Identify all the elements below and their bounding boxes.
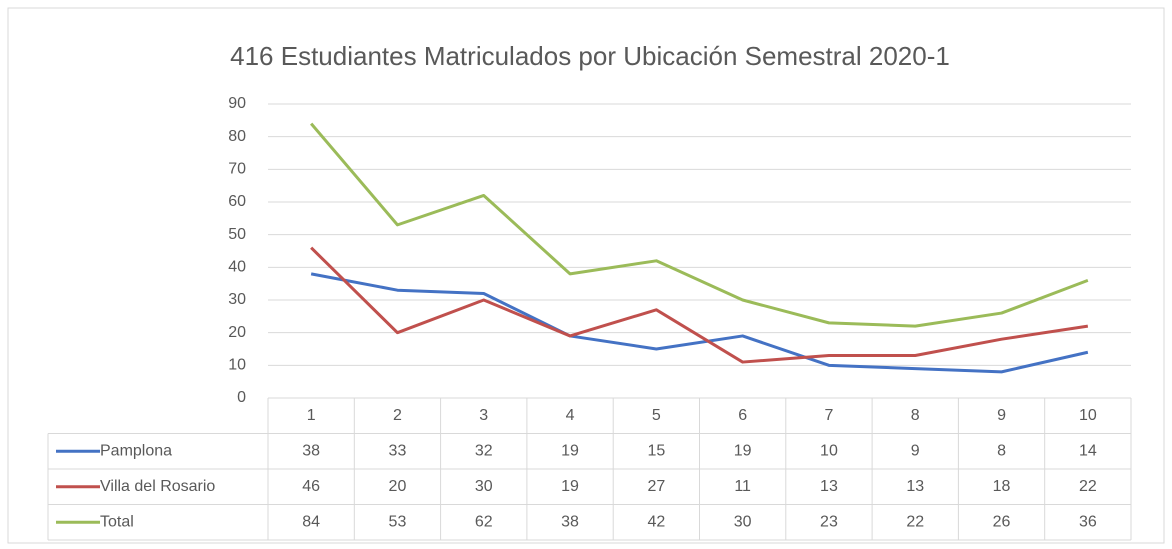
table-value: 14: [1079, 442, 1097, 459]
table-value: 38: [561, 513, 579, 530]
table-value: 8: [997, 442, 1006, 459]
y-tick-label: 50: [228, 226, 246, 243]
table-value: 13: [820, 478, 838, 495]
table-value: 32: [475, 442, 493, 459]
x-tick-label: 1: [307, 407, 316, 424]
table-value: 26: [993, 513, 1011, 530]
chart-title: 416 Estudiantes Matriculados por Ubicaci…: [230, 41, 950, 71]
y-tick-label: 80: [228, 128, 246, 145]
chart-frame: [7, 7, 1165, 544]
line-series: [310, 272, 1089, 374]
table-value: 22: [906, 513, 924, 530]
table-value: 30: [475, 478, 493, 495]
table-value: 19: [561, 442, 579, 459]
table-value: 33: [389, 442, 407, 459]
x-tick-label: 7: [824, 407, 833, 424]
x-tick-label: 5: [652, 407, 661, 424]
table-value: 36: [1079, 513, 1097, 530]
x-tick-label: 6: [738, 407, 747, 424]
table-value: 19: [561, 478, 579, 495]
table-value: 10: [820, 442, 838, 459]
legend-label: Total: [100, 513, 134, 530]
line-series: [310, 122, 1089, 328]
table-value: 20: [389, 478, 407, 495]
y-tick-label: 30: [228, 291, 246, 308]
table-value: 13: [906, 478, 924, 495]
table-value: 27: [647, 478, 665, 495]
table-value: 15: [647, 442, 665, 459]
y-tick-label: 20: [228, 324, 246, 341]
x-tick-label: 3: [479, 407, 488, 424]
x-tick-label: 8: [911, 407, 920, 424]
y-tick-label: 10: [228, 357, 246, 374]
table-value: 9: [911, 442, 920, 459]
y-tick-label: 70: [228, 161, 246, 178]
table-value: 46: [302, 478, 320, 495]
table-value: 38: [302, 442, 320, 459]
x-tick-label: 10: [1079, 407, 1097, 424]
table-value: 18: [993, 478, 1011, 495]
table-value: 19: [734, 442, 752, 459]
table-value: 11: [734, 478, 751, 495]
table-value: 42: [647, 513, 665, 530]
y-tick-label: 90: [228, 95, 246, 112]
line-series: [310, 246, 1089, 364]
table-value: 22: [1079, 478, 1097, 495]
y-tick-label: 0: [237, 389, 246, 406]
y-tick-label: 60: [228, 193, 246, 210]
table-value: 62: [475, 513, 493, 530]
table-value: 53: [389, 513, 407, 530]
legend-label: Villa del Rosario: [100, 478, 215, 495]
x-tick-label: 2: [393, 407, 402, 424]
x-tick-label: 9: [997, 407, 1006, 424]
table-value: 30: [734, 513, 752, 530]
x-tick-label: 4: [566, 407, 575, 424]
y-tick-label: 40: [228, 259, 246, 276]
table-value: 23: [820, 513, 838, 530]
legend-label: Pamplona: [100, 442, 172, 459]
table-value: 84: [302, 513, 320, 530]
